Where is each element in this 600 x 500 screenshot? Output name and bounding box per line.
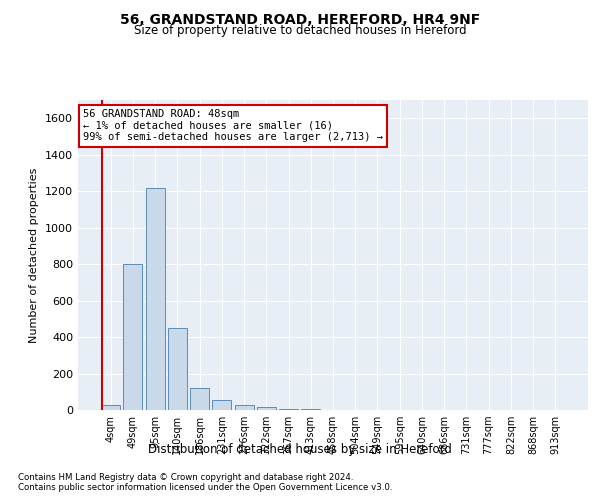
Bar <box>124 264 142 410</box>
Bar <box>212 400 231 410</box>
Bar <box>190 388 209 410</box>
Bar <box>235 404 254 410</box>
Y-axis label: Number of detached properties: Number of detached properties <box>29 168 40 342</box>
Text: Contains public sector information licensed under the Open Government Licence v3: Contains public sector information licen… <box>18 484 392 492</box>
Bar <box>168 328 187 410</box>
Text: Size of property relative to detached houses in Hereford: Size of property relative to detached ho… <box>134 24 466 37</box>
Text: 56, GRANDSTAND ROAD, HEREFORD, HR4 9NF: 56, GRANDSTAND ROAD, HEREFORD, HR4 9NF <box>120 12 480 26</box>
Bar <box>257 408 276 410</box>
Text: Contains HM Land Registry data © Crown copyright and database right 2024.: Contains HM Land Registry data © Crown c… <box>18 472 353 482</box>
Bar <box>279 408 298 410</box>
Bar <box>146 188 164 410</box>
Text: 56 GRANDSTAND ROAD: 48sqm
← 1% of detached houses are smaller (16)
99% of semi-d: 56 GRANDSTAND ROAD: 48sqm ← 1% of detach… <box>83 110 383 142</box>
Bar <box>101 404 120 410</box>
Text: Distribution of detached houses by size in Hereford: Distribution of detached houses by size … <box>148 442 452 456</box>
